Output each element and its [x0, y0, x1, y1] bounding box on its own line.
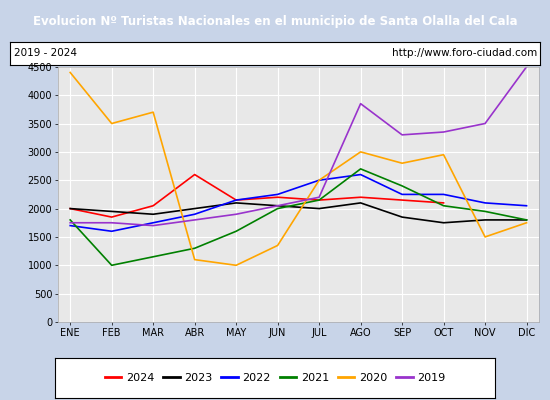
Legend: 2024, 2023, 2022, 2021, 2020, 2019: 2024, 2023, 2022, 2021, 2020, 2019	[100, 368, 450, 388]
Text: http://www.foro-ciudad.com: http://www.foro-ciudad.com	[392, 48, 537, 58]
Text: Evolucion Nº Turistas Nacionales en el municipio de Santa Olalla del Cala: Evolucion Nº Turistas Nacionales en el m…	[32, 14, 518, 28]
Text: 2019 - 2024: 2019 - 2024	[14, 48, 77, 58]
